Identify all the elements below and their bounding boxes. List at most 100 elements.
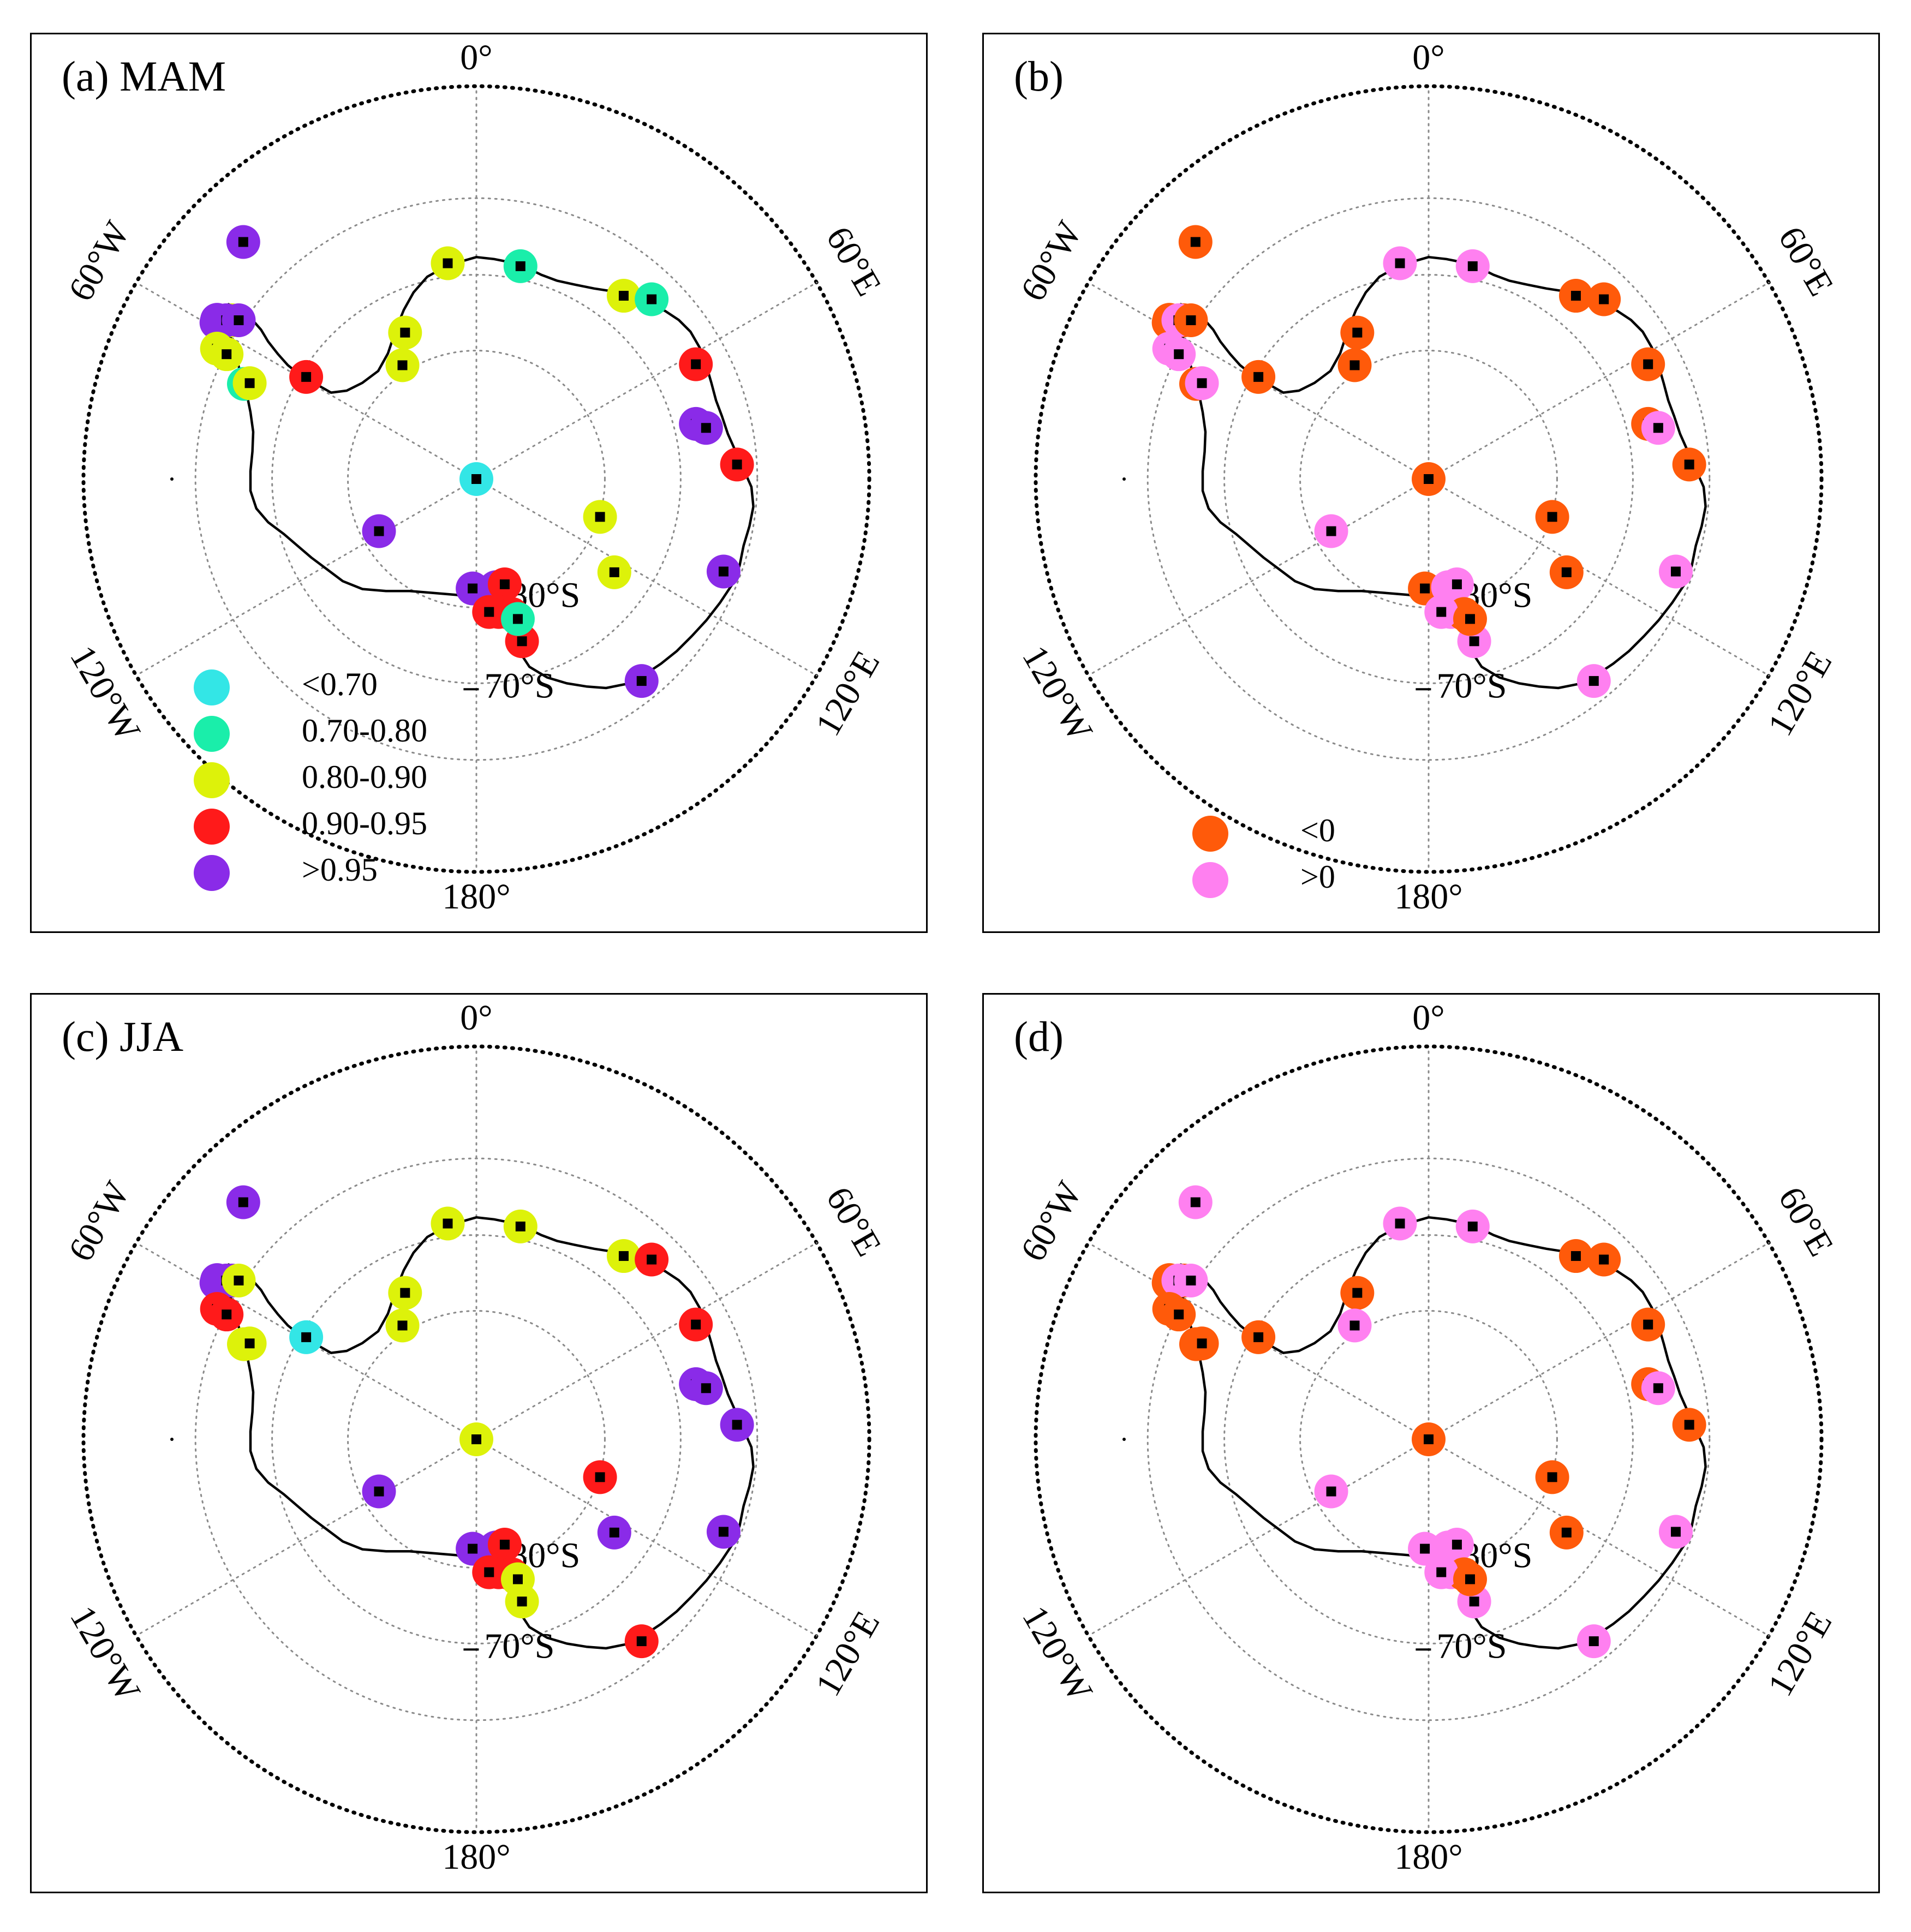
map-outer-boundary — [81, 84, 871, 874]
station-dot — [517, 1596, 527, 1607]
station-dot — [1570, 291, 1581, 301]
lon-label-120e: 120°E — [1760, 1605, 1840, 1703]
lon-label-60w: 60°W — [1013, 1175, 1090, 1268]
station-dot — [1561, 1527, 1572, 1538]
station-dot — [701, 423, 711, 433]
station-dot — [512, 1574, 523, 1584]
station-dot — [1547, 512, 1557, 522]
station-dot — [1452, 1539, 1462, 1550]
station-dot — [1465, 614, 1475, 624]
station-dot — [515, 1221, 525, 1231]
station-dot — [468, 583, 478, 594]
station-dot — [222, 349, 232, 360]
legend-label-4: >0.95 — [302, 852, 378, 888]
legend-label-0: <0 — [1300, 812, 1335, 848]
meridian-60 — [1428, 1242, 1770, 1440]
island-dot — [1122, 1438, 1126, 1441]
station-dot — [400, 327, 410, 338]
lon-label-120w: 120°W — [62, 639, 148, 748]
island-dot — [1122, 477, 1126, 481]
station-dot — [1326, 526, 1336, 536]
lon-label-0: 0° — [1412, 38, 1444, 77]
station-dot — [1643, 359, 1653, 369]
station-dot — [595, 1472, 605, 1482]
station-dot — [397, 360, 408, 370]
lat-label-70s: 70°S — [1436, 1626, 1507, 1666]
meridian-120 — [1428, 1438, 1770, 1637]
legend-label-2: 0.80-0.90 — [302, 759, 427, 795]
legend-swatch-1 — [1192, 862, 1228, 898]
meridian-240 — [1087, 478, 1430, 677]
station-dot — [1420, 1544, 1430, 1554]
lat-label-70s: 70°S — [1436, 666, 1507, 705]
lon-label-180: 180° — [1394, 1837, 1462, 1877]
station-dot — [499, 579, 510, 589]
station-dot — [1452, 579, 1462, 589]
station-dot — [1643, 1319, 1653, 1330]
station-dot — [443, 1218, 453, 1229]
meridian-60 — [475, 282, 818, 480]
panel-label-d: (d) — [1014, 1013, 1064, 1060]
legend-label-1: 0.70-0.80 — [302, 713, 427, 749]
station-dot — [1424, 474, 1434, 484]
lon-label-0: 0° — [460, 38, 492, 77]
station-dot — [618, 291, 629, 301]
station-dot — [1186, 1275, 1196, 1285]
latitude-circle-2 — [1299, 1310, 1558, 1569]
station-dot — [1547, 1472, 1557, 1482]
panel-d: 0° 180° 60°E 120°E 120°W 60°W 80°S 70°S (d) — [982, 993, 1880, 1893]
lon-label-120e: 120°E — [808, 1605, 887, 1703]
lon-label-0: 0° — [460, 998, 492, 1038]
station-dot — [1467, 1221, 1478, 1231]
station-dot — [647, 294, 657, 304]
station-dot — [1190, 237, 1201, 247]
panel-label-c: (c) JJA — [62, 1013, 184, 1060]
lon-label-60e: 60°E — [819, 1180, 889, 1263]
station-dot — [1653, 1383, 1663, 1393]
station-dot — [301, 1332, 312, 1342]
station-dot — [238, 1197, 248, 1207]
island-dot — [170, 477, 174, 481]
station-dot — [1588, 676, 1599, 686]
station-dot — [244, 1338, 255, 1349]
station-dot — [1197, 378, 1207, 388]
latitude-circle-2 — [347, 1310, 606, 1569]
station-dot — [618, 1251, 629, 1261]
legend-label-3: 0.90-0.95 — [302, 805, 427, 841]
station-dot — [636, 1636, 647, 1647]
meridian-240 — [135, 478, 477, 677]
lon-label-120w: 120°W — [62, 1599, 148, 1708]
panel-b: 0° 180° 60°E 120°E 120°W 60°W 80°S 70°S <0 >0 (b) — [982, 33, 1880, 933]
lat-label-70s: 70°S — [484, 1626, 554, 1666]
station-dot — [1465, 1574, 1475, 1584]
meridian-240 — [135, 1438, 477, 1637]
lon-label-60e: 60°E — [1771, 220, 1842, 302]
station-dot — [1349, 360, 1360, 370]
station-dot — [1420, 583, 1430, 594]
station-dot — [234, 1275, 244, 1285]
station-dot — [238, 237, 248, 247]
station-dot — [1197, 1338, 1207, 1349]
station-dot — [1653, 423, 1663, 433]
lon-label-60w: 60°W — [61, 214, 138, 308]
station-dot — [1570, 1251, 1581, 1261]
station-dot — [244, 378, 255, 388]
station-dot — [512, 614, 523, 624]
station-dot — [234, 315, 244, 325]
lon-label-0: 0° — [1412, 998, 1444, 1038]
station-dot — [400, 1288, 410, 1298]
meridian-120 — [475, 478, 818, 677]
lon-label-60w: 60°W — [61, 1175, 138, 1268]
station-dot — [1469, 1596, 1479, 1607]
station-dot — [397, 1320, 408, 1331]
lon-label-120e: 120°E — [808, 644, 887, 743]
lon-label-60e: 60°E — [1771, 1180, 1842, 1263]
station-dot — [1561, 567, 1572, 577]
latitude-circle-2 — [1299, 350, 1558, 608]
station-dot — [718, 1527, 728, 1537]
panel-label-b: (b) — [1014, 52, 1064, 100]
legend-swatch-0 — [1192, 816, 1228, 852]
station-dot — [691, 359, 701, 369]
legend-swatch-4 — [194, 855, 230, 891]
